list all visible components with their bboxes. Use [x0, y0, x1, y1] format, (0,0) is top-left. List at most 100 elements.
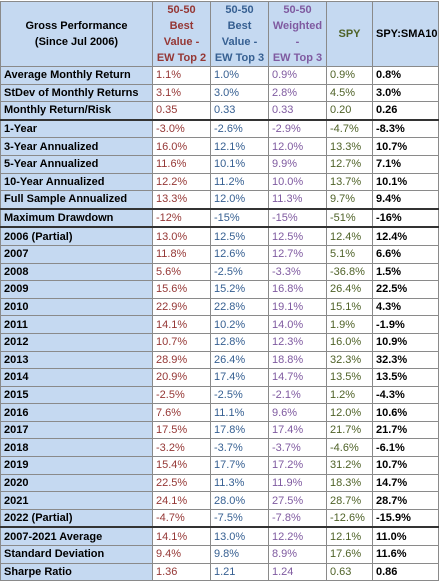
value-cell-col-1: 3.1%: [152, 83, 211, 103]
table-row: Maximum Drawdown -12% -15% -15% -51% -16%: [0, 208, 439, 228]
row-label: 1-Year: [0, 119, 153, 139]
value-cell-col-1: 20.9%: [152, 368, 211, 387]
value-cell-col-2: 17.8%: [210, 420, 269, 440]
value-cell-col-3: -7.8%: [268, 508, 327, 528]
value-cell-col-1: 1.1%: [152, 66, 211, 85]
value-cell-col-3: -15%: [268, 208, 327, 228]
value-cell-col-4: 31.2%: [326, 456, 373, 475]
table-row: 2012 10.7% 12.8% 12.3% 16.0% 10.9%: [0, 332, 439, 352]
value-cell-col-4: -51%: [326, 208, 373, 228]
value-cell-col-3: 12.2%: [268, 526, 327, 547]
header-col-4-line1: SPY: [338, 28, 361, 40]
table-row: 2007 11.8% 12.6% 12.7% 5.1% 6.6%: [0, 244, 439, 264]
value-cell-col-5: 7.1%: [372, 154, 439, 174]
value-cell-col-2: 17.4%: [210, 368, 269, 387]
value-cell-col-3: 11.9%: [268, 473, 327, 493]
value-cell-col-2: 12.5%: [210, 226, 269, 246]
value-cell-col-1: 13.3%: [152, 190, 211, 210]
value-cell-col-5: 0.26: [372, 101, 439, 121]
table-row: 2021 24.1% 28.0% 27.5% 28.7% 28.7%: [0, 491, 439, 510]
table-row: 2018 -3.2% -3.7% -3.7% -4.6% -6.1%: [0, 438, 439, 458]
value-cell-col-3: -3.3%: [268, 262, 327, 282]
value-cell-col-5: 28.7%: [372, 491, 439, 510]
value-cell-col-1: 13.0%: [152, 226, 211, 246]
table-row: 2007-2021 Average 14.1% 13.0% 12.2% 12.1% 11.…: [0, 526, 439, 547]
value-cell-col-1: 10.7%: [152, 332, 211, 352]
value-cell-col-2: 10.1%: [210, 154, 269, 174]
value-cell-col-2: 11.3%: [210, 473, 269, 493]
value-cell-col-3: 8.9%: [268, 545, 327, 564]
value-cell-col-2: 11.1%: [210, 403, 269, 422]
table-row: 2016 7.6% 11.1% 9.6% 12.0% 10.6%: [0, 403, 439, 422]
value-cell-col-1: 28.9%: [152, 350, 211, 370]
table-row: 2009 15.6% 15.2% 16.8% 26.4% 22.5%: [0, 280, 439, 299]
value-cell-col-4: 26.4%: [326, 280, 373, 299]
value-cell-col-5: 13.5%: [372, 368, 439, 387]
value-cell-col-2: 13.0%: [210, 526, 269, 547]
header-label-line2: (Since Jul 2006): [34, 36, 119, 48]
value-cell-col-5: 10.1%: [372, 172, 439, 192]
row-label: 2008: [0, 262, 153, 282]
value-cell-col-4: 9.7%: [326, 190, 373, 210]
value-cell-col-4: -36.8%: [326, 262, 373, 282]
value-cell-col-3: 0.9%: [268, 66, 327, 85]
value-cell-col-3: 16.8%: [268, 280, 327, 299]
value-cell-col-4: 18.3%: [326, 473, 373, 493]
row-label: 2011: [0, 315, 153, 334]
value-cell-col-3: 12.3%: [268, 332, 327, 352]
value-cell-col-3: 2.8%: [268, 83, 327, 103]
value-cell-col-3: 12.0%: [268, 137, 327, 156]
value-cell-col-1: 24.1%: [152, 491, 211, 510]
value-cell-col-2: -2.5%: [210, 262, 269, 282]
header-col-1: 50-50 Best Value - EW Top 2: [152, 1, 211, 67]
value-cell-col-3: -3.7%: [268, 438, 327, 458]
header-col-1-line1: 50-50: [167, 4, 196, 16]
value-cell-col-1: 22.9%: [152, 297, 211, 317]
row-label: 2006 (Partial): [0, 226, 153, 246]
value-cell-col-1: -3.0%: [152, 119, 211, 139]
value-cell-col-2: -2.6%: [210, 119, 269, 139]
value-cell-col-2: 22.8%: [210, 297, 269, 317]
row-label: 2015: [0, 385, 153, 405]
value-cell-col-2: 12.8%: [210, 332, 269, 352]
value-cell-col-5: -15.9%: [372, 508, 439, 528]
row-label: Average Monthly Return: [0, 66, 153, 85]
value-cell-col-3: 27.5%: [268, 491, 327, 510]
row-label: 2019: [0, 456, 153, 475]
value-cell-col-4: 17.6%: [326, 545, 373, 564]
value-cell-col-2: 9.8%: [210, 545, 269, 564]
row-label: 2018: [0, 438, 153, 458]
header-col-5: SPY:SMA10: [372, 1, 439, 67]
row-label: 2017: [0, 420, 153, 440]
value-cell-col-1: 15.6%: [152, 280, 211, 299]
value-cell-col-3: -2.1%: [268, 385, 327, 405]
header-col-5-line1: SPY:SMA10: [376, 28, 438, 40]
value-cell-col-3: 14.7%: [268, 368, 327, 387]
value-cell-col-3: 1.24: [268, 562, 327, 581]
value-cell-col-1: -12%: [152, 208, 211, 228]
table-header: Gross Performance (Since Jul 2006) 50-50…: [0, 1, 439, 67]
row-label: StDev of Monthly Returns: [0, 83, 153, 103]
value-cell-col-4: 28.7%: [326, 491, 373, 510]
value-cell-col-3: 0.33: [268, 101, 327, 121]
table-row: 3-Year Annualized 16.0% 12.1% 12.0% 13.3% 10.…: [0, 137, 439, 156]
value-cell-col-3: 17.4%: [268, 420, 327, 440]
value-cell-col-2: -15%: [210, 208, 269, 228]
value-cell-col-1: 15.4%: [152, 456, 211, 475]
header-col-2-line1: 50-50: [225, 4, 254, 16]
row-label: 2013: [0, 350, 153, 370]
value-cell-col-4: -4.7%: [326, 119, 373, 139]
value-cell-col-5: -4.3%: [372, 385, 439, 405]
row-label: 2007: [0, 244, 153, 264]
value-cell-col-5: 10.7%: [372, 456, 439, 475]
header-col-1-line2: Best Value -: [163, 20, 200, 48]
value-cell-col-5: 0.86: [372, 562, 439, 581]
header-col-3: 50-50 Weighted - EW Top 3: [268, 1, 327, 67]
value-cell-col-5: 1.5%: [372, 262, 439, 282]
value-cell-col-5: 3.0%: [372, 83, 439, 103]
header-col-2: 50-50 Best Value - EW Top 3: [210, 1, 269, 67]
table-row: Standard Deviation 9.4% 9.8% 8.9% 17.6% 11.6%: [0, 545, 439, 564]
table-row: 2022 (Partial) -4.7% -7.5% -7.8% -12.6% -15.9…: [0, 508, 439, 528]
value-cell-col-4: 12.0%: [326, 403, 373, 422]
